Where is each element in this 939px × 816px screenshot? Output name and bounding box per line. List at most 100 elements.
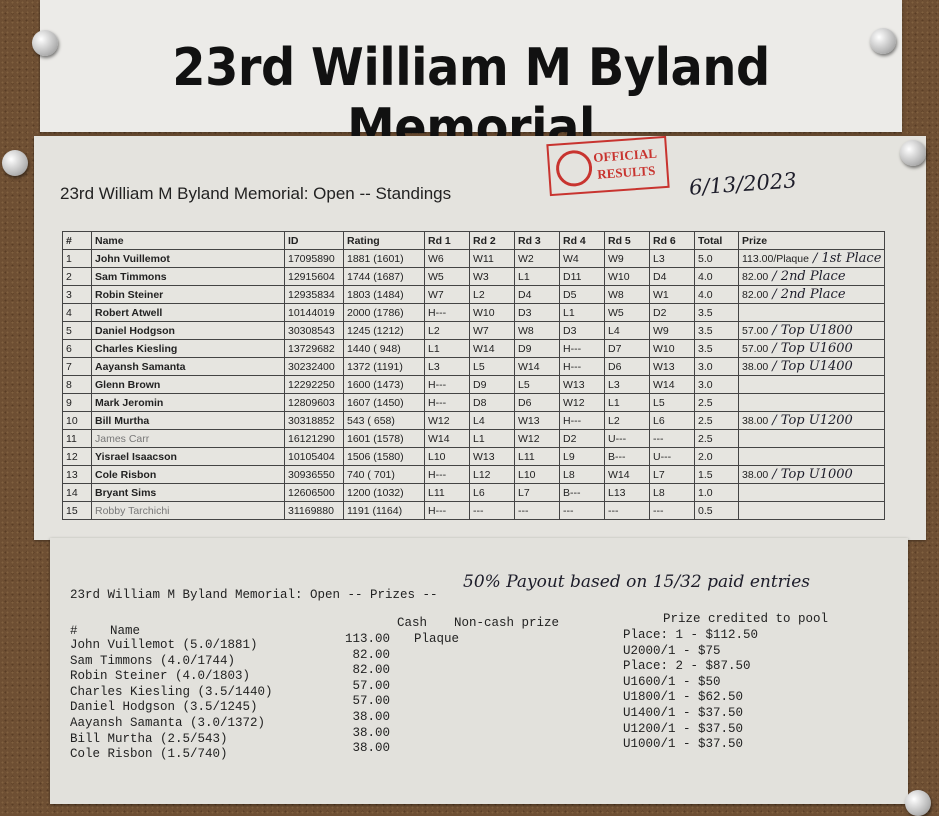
round-result: H--- xyxy=(559,357,605,376)
col-noncash: Non-cash prize xyxy=(454,616,560,630)
round-result: W12 xyxy=(559,393,605,412)
player-id: 31169880 xyxy=(284,501,344,520)
player-name: Bryant Sims xyxy=(91,483,285,502)
table-row: 7 Aayansh Samanta 30232400 1372 (1191) L3 L5 W… xyxy=(62,357,886,376)
handwritten-prize-note: / Top U1200 xyxy=(772,413,853,428)
player-rating: 2000 (1786) xyxy=(343,303,425,322)
winner-cash: 57.00 xyxy=(352,678,390,693)
stamp-line2: RESULTS xyxy=(596,162,656,182)
total-score: 4.0 xyxy=(694,267,739,286)
column-header: Rd 1 xyxy=(424,231,470,250)
winner-cash: 57.00 xyxy=(352,694,390,709)
handwritten-payout-note: 50% Payout based on 15/32 paid entries xyxy=(463,572,811,592)
round-result: W1 xyxy=(649,285,695,304)
handwritten-prize-note: / Top U1800 xyxy=(772,323,853,338)
column-header: Rd 3 xyxy=(514,231,560,250)
pool-credit: U2000/1 - $75 xyxy=(623,643,721,658)
pool-credit: U1000/1 - $37.50 xyxy=(623,737,744,752)
player-name: Daniel Hodgson xyxy=(91,321,285,340)
prize-cell xyxy=(737,501,886,520)
round-result: H--- xyxy=(424,375,470,394)
round-result: W14 xyxy=(424,429,470,448)
round-result: L4 xyxy=(604,321,650,340)
round-result: D7 xyxy=(604,339,650,358)
round-result: L1 xyxy=(424,339,470,358)
round-result: L2 xyxy=(469,285,515,304)
round-result: W13 xyxy=(469,447,515,466)
total-score: 3.0 xyxy=(694,357,739,376)
column-header: Rating xyxy=(343,231,425,250)
table-row: 14 Bryant Sims 12606500 1200 (1032) L11 L6 L7 B… xyxy=(62,483,886,502)
column-header: Name xyxy=(91,231,285,250)
pushpin-icon xyxy=(2,150,28,176)
player-rating: 1601 (1578) xyxy=(343,429,425,448)
round-result: D3 xyxy=(514,303,560,322)
round-result: D9 xyxy=(514,339,560,358)
total-score: 1.0 xyxy=(694,483,739,502)
prize-amount: 82.00 xyxy=(742,289,769,301)
round-result: L12 xyxy=(469,465,515,484)
round-result: H--- xyxy=(424,501,470,520)
player-rating: 1506 (1580) xyxy=(343,447,425,466)
winner-noncash xyxy=(414,726,459,742)
prize-amount: 113.00/Plaque xyxy=(742,253,809,265)
total-score: 3.5 xyxy=(694,321,739,340)
prize-cell: 82.00/ 2nd Place xyxy=(737,285,886,304)
round-result: L3 xyxy=(424,357,470,376)
player-id: 12606500 xyxy=(284,483,344,502)
rank-cell: 15 xyxy=(62,501,92,520)
round-result: H--- xyxy=(559,339,605,358)
winner-cash: 82.00 xyxy=(352,647,390,662)
total-score: 0.5 xyxy=(694,501,739,520)
handwritten-date: 6/13/2023 xyxy=(688,168,798,200)
round-result: W6 xyxy=(424,249,470,268)
round-result: --- xyxy=(604,501,650,520)
round-result: U--- xyxy=(604,429,650,448)
round-result: L2 xyxy=(424,321,470,340)
column-header: Rd 4 xyxy=(559,231,605,250)
round-result: L1 xyxy=(514,267,560,286)
standings-table: # Name ID Rating Rd 1 Rd 2 Rd 3 Rd 4 Rd 5 Rd 6 Tot… xyxy=(62,231,886,520)
player-id: 17095890 xyxy=(284,249,344,268)
round-result: L6 xyxy=(469,483,515,502)
banner-title: 23rd William M Byland Memorial xyxy=(172,38,770,158)
rank-cell: 7 xyxy=(62,357,92,376)
round-result: L9 xyxy=(559,447,605,466)
round-result: --- xyxy=(649,429,695,448)
prize-cell: 38.00/ Top U1000 xyxy=(737,465,886,484)
winner-cash: 38.00 xyxy=(352,741,390,756)
round-result: U--- xyxy=(649,447,695,466)
round-result: L8 xyxy=(649,483,695,502)
column-header: Rd 2 xyxy=(469,231,515,250)
table-row: 2 Sam Timmons 12915604 1744 (1687) W5 W3 L1 D11… xyxy=(62,267,886,286)
player-name: Mark Jeromin xyxy=(91,393,285,412)
column-header: ID xyxy=(284,231,344,250)
prizes-sheet: 23rd William M Byland Memorial: Open -- … xyxy=(50,538,908,804)
player-name: Bill Murtha xyxy=(91,411,285,430)
banner-sheet: 23rd William M Byland Memorial xyxy=(40,0,902,158)
pool-credit: U1200/1 - $37.50 xyxy=(623,721,744,736)
rank-cell: 13 xyxy=(62,465,92,484)
player-id: 12915604 xyxy=(284,267,344,286)
player-id: 12292250 xyxy=(284,375,344,394)
round-result: D4 xyxy=(649,267,695,286)
round-result: W3 xyxy=(469,267,515,286)
rank-cell: 5 xyxy=(62,321,92,340)
player-rating: 740 ( 701) xyxy=(343,465,425,484)
player-name: Cole Risbon xyxy=(91,465,285,484)
prize-cell xyxy=(737,447,886,466)
player-name: Yisrael Isaacson xyxy=(91,447,285,466)
pool-credit: Place: 2 - $87.50 xyxy=(623,659,751,674)
prize-cell xyxy=(737,429,886,448)
player-rating: 1600 (1473) xyxy=(343,375,425,394)
round-result: L10 xyxy=(514,465,560,484)
player-name: Robby Tarchichi xyxy=(91,501,285,520)
round-result: W9 xyxy=(649,321,695,340)
player-rating: 1803 (1484) xyxy=(343,285,425,304)
round-result: L8 xyxy=(559,465,605,484)
player-rating: 1191 (1164) xyxy=(343,501,425,520)
rank-cell: 6 xyxy=(62,339,92,358)
table-row: 12 Yisrael Isaacson 10105404 1506 (1580) L10… xyxy=(62,447,886,466)
round-result: W7 xyxy=(469,321,515,340)
player-rating: 1607 (1450) xyxy=(343,393,425,412)
